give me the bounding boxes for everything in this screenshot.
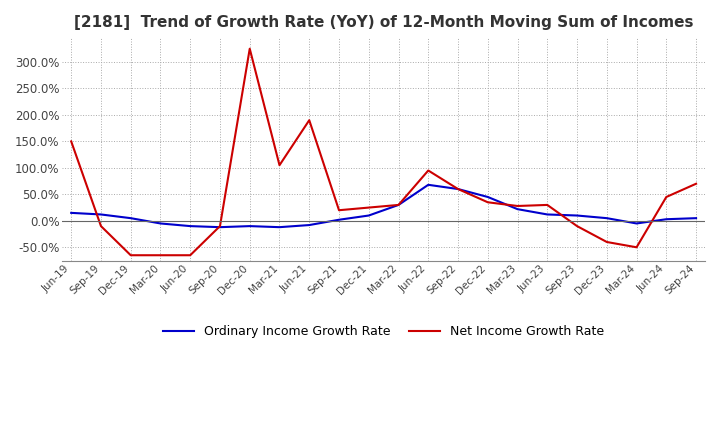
Net Income Growth Rate (543, 202, 552, 208)
Ordinary Income Growth Rate (632, 221, 641, 226)
Ordinary Income Growth Rate (424, 182, 433, 187)
Ordinary Income Growth Rate (156, 221, 165, 226)
Net Income Growth Rate (127, 253, 135, 258)
Ordinary Income Growth Rate (186, 224, 194, 229)
Net Income Growth Rate (186, 253, 194, 258)
Ordinary Income Growth Rate (246, 224, 254, 229)
Net Income Growth Rate (156, 253, 165, 258)
Ordinary Income Growth Rate (127, 216, 135, 221)
Net Income Growth Rate (572, 224, 581, 229)
Ordinary Income Growth Rate (364, 213, 373, 218)
Net Income Growth Rate (364, 205, 373, 210)
Net Income Growth Rate (662, 194, 670, 200)
Ordinary Income Growth Rate (67, 210, 76, 216)
Net Income Growth Rate (632, 245, 641, 250)
Ordinary Income Growth Rate (662, 216, 670, 222)
Ordinary Income Growth Rate (572, 213, 581, 218)
Ordinary Income Growth Rate (305, 222, 314, 227)
Net Income Growth Rate (513, 203, 522, 209)
Net Income Growth Rate (394, 202, 402, 208)
Net Income Growth Rate (335, 208, 343, 213)
Ordinary Income Growth Rate (96, 212, 105, 217)
Net Income Growth Rate (692, 181, 701, 187)
Net Income Growth Rate (305, 117, 314, 123)
Net Income Growth Rate (454, 187, 462, 192)
Ordinary Income Growth Rate (216, 224, 225, 230)
Ordinary Income Growth Rate (454, 187, 462, 192)
Line: Net Income Growth Rate: Net Income Growth Rate (71, 49, 696, 255)
Net Income Growth Rate (216, 224, 225, 229)
Net Income Growth Rate (96, 224, 105, 229)
Ordinary Income Growth Rate (543, 212, 552, 217)
Net Income Growth Rate (67, 139, 76, 144)
Ordinary Income Growth Rate (513, 206, 522, 212)
Title: [2181]  Trend of Growth Rate (YoY) of 12-Month Moving Sum of Incomes: [2181] Trend of Growth Rate (YoY) of 12-… (74, 15, 693, 30)
Net Income Growth Rate (275, 162, 284, 168)
Ordinary Income Growth Rate (335, 217, 343, 222)
Legend: Ordinary Income Growth Rate, Net Income Growth Rate: Ordinary Income Growth Rate, Net Income … (158, 320, 610, 343)
Net Income Growth Rate (603, 239, 611, 245)
Ordinary Income Growth Rate (483, 194, 492, 200)
Net Income Growth Rate (424, 168, 433, 173)
Ordinary Income Growth Rate (275, 224, 284, 230)
Ordinary Income Growth Rate (394, 202, 402, 208)
Net Income Growth Rate (246, 46, 254, 51)
Line: Ordinary Income Growth Rate: Ordinary Income Growth Rate (71, 185, 696, 227)
Net Income Growth Rate (483, 200, 492, 205)
Ordinary Income Growth Rate (692, 216, 701, 221)
Ordinary Income Growth Rate (603, 216, 611, 221)
